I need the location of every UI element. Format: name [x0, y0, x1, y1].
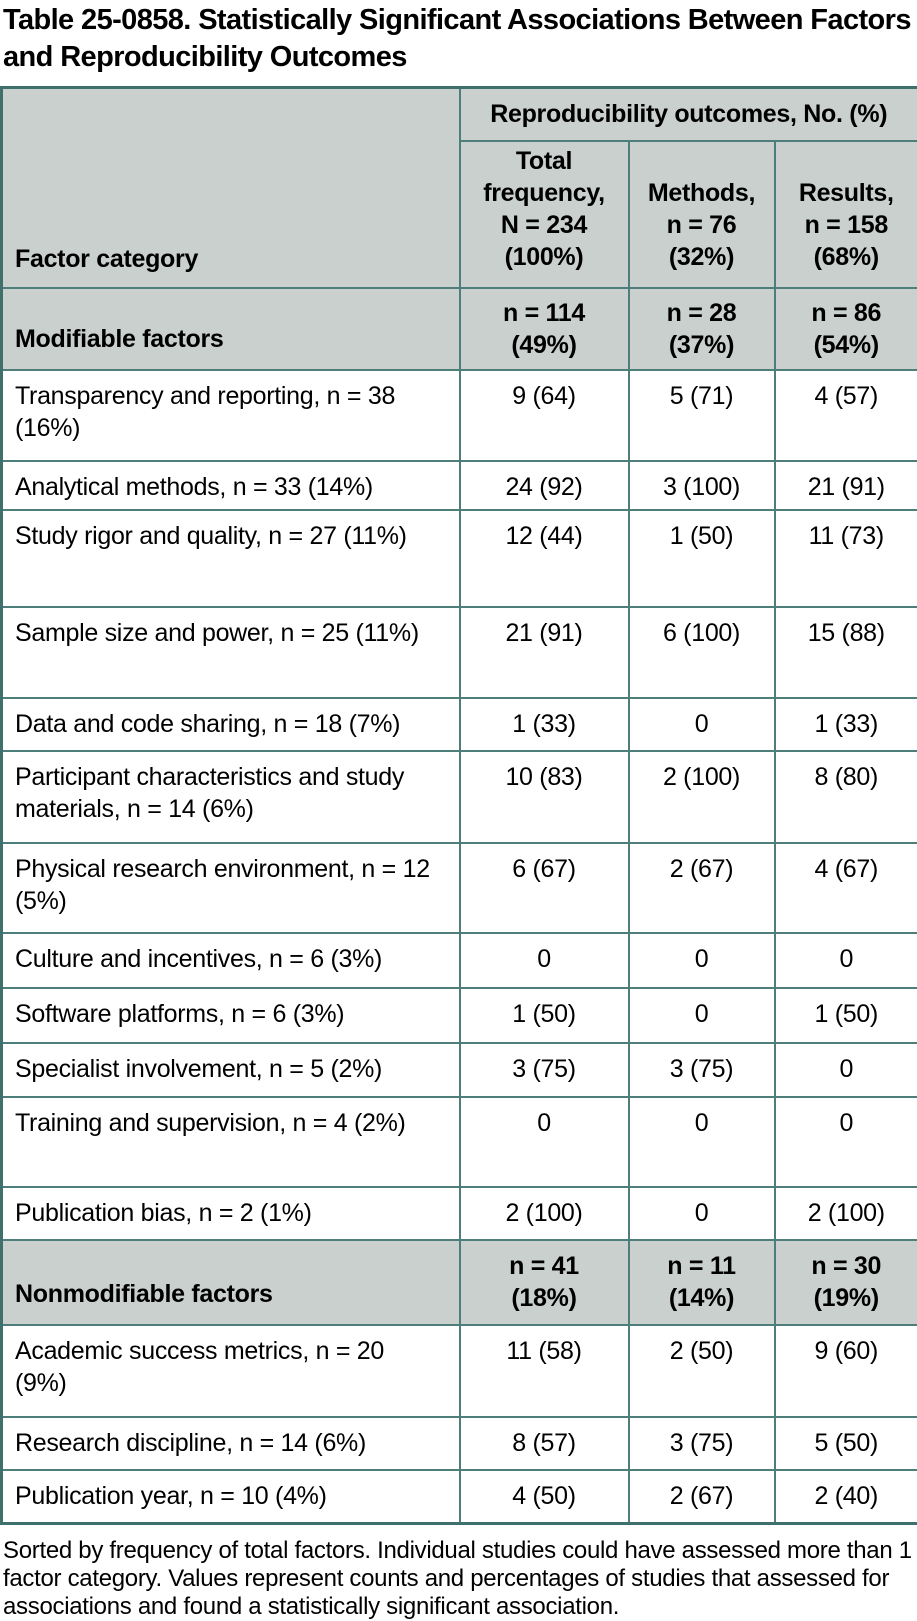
table-row-transparency-and-reporting: Transparency and reporting, n = 38 (16%)… — [2, 370, 917, 461]
section-value-methods: n = 28 (37%) — [629, 288, 775, 370]
row-value-methods: 1 (50) — [629, 510, 775, 607]
row-value-total: 3 (75) — [460, 1043, 629, 1097]
section-value-total: n = 114 (49%) — [460, 288, 629, 370]
table-row-publication-bias: Publication bias, n = 2 (1%) 2 (100) 0 2… — [2, 1187, 917, 1240]
row-label: Publication year, n = 10 (4%) — [2, 1470, 460, 1524]
table-row-training-and-supervision: Training and supervision, n = 4 (2%) 0 0… — [2, 1097, 917, 1187]
section-value-results: n = 86 (54%) — [775, 288, 917, 370]
row-value-total: 12 (44) — [460, 510, 629, 607]
row-value-results: 2 (40) — [775, 1470, 917, 1524]
row-label: Specialist involvement, n = 5 (2%) — [2, 1043, 460, 1097]
table-row-publication-year: Publication year, n = 10 (4%) 4 (50) 2 (… — [2, 1470, 917, 1524]
section-value-results: n = 30 (19%) — [775, 1240, 917, 1325]
row-value-total: 10 (83) — [460, 751, 629, 843]
table-row-research-discipline: Research discipline, n = 14 (6%) 8 (57) … — [2, 1417, 917, 1470]
row-value-results: 21 (91) — [775, 461, 917, 510]
row-value-results: 0 — [775, 1043, 917, 1097]
reproducibility-outcomes-spanner: Reproducibility outcomes, No. (%) — [460, 88, 917, 141]
row-value-total: 0 — [460, 933, 629, 988]
row-value-methods: 0 — [629, 1097, 775, 1187]
table-row-analytical-methods: Analytical methods, n = 33 (14%) 24 (92)… — [2, 461, 917, 510]
row-value-total: 24 (92) — [460, 461, 629, 510]
row-value-results: 15 (88) — [775, 607, 917, 698]
row-value-methods: 6 (100) — [629, 607, 775, 698]
col-header-results: Results, n = 158 (68%) — [775, 141, 917, 288]
row-value-total: 11 (58) — [460, 1325, 629, 1417]
row-value-results: 1 (33) — [775, 698, 917, 751]
row-value-results: 11 (73) — [775, 510, 917, 607]
row-value-total: 0 — [460, 1097, 629, 1187]
row-value-results: 0 — [775, 1097, 917, 1187]
row-value-total: 4 (50) — [460, 1470, 629, 1524]
row-value-results: 5 (50) — [775, 1417, 917, 1470]
col-header-total-frequency: Total frequency, N = 234 (100%) — [460, 141, 629, 288]
row-value-methods: 3 (75) — [629, 1043, 775, 1097]
row-value-results: 4 (67) — [775, 843, 917, 933]
row-label: Publication bias, n = 2 (1%) — [2, 1187, 460, 1240]
factor-category-header: Factor category — [2, 88, 460, 288]
row-value-total: 1 (50) — [460, 988, 629, 1043]
row-label: Physical research environment, n = 12 (5… — [2, 843, 460, 933]
spanner-header-row: Factor category Reproducibility outcomes… — [2, 88, 917, 141]
row-label: Participant characteristics and study ma… — [2, 751, 460, 843]
table-row-culture-and-incentives: Culture and incentives, n = 6 (3%) 0 0 0 — [2, 933, 917, 988]
section-value-total: n = 41 (18%) — [460, 1240, 629, 1325]
row-value-methods: 3 (100) — [629, 461, 775, 510]
row-value-methods: 0 — [629, 988, 775, 1043]
row-value-results: 4 (57) — [775, 370, 917, 461]
row-label: Culture and incentives, n = 6 (3%) — [2, 933, 460, 988]
row-label: Transparency and reporting, n = 38 (16%) — [2, 370, 460, 461]
row-label: Research discipline, n = 14 (6%) — [2, 1417, 460, 1470]
table-row-data-and-code-sharing: Data and code sharing, n = 18 (7%) 1 (33… — [2, 698, 917, 751]
table-row-study-rigor-and-quality: Study rigor and quality, n = 27 (11%) 12… — [2, 510, 917, 607]
section-label: Nonmodifiable factors — [2, 1240, 460, 1325]
table-row-sample-size-and-power: Sample size and power, n = 25 (11%) 21 (… — [2, 607, 917, 698]
row-label: Analytical methods, n = 33 (14%) — [2, 461, 460, 510]
row-label: Academic success metrics, n = 20 (9%) — [2, 1325, 460, 1417]
section-label: Modifiable factors — [2, 288, 460, 370]
row-value-total: 21 (91) — [460, 607, 629, 698]
row-value-total: 2 (100) — [460, 1187, 629, 1240]
row-value-methods: 2 (100) — [629, 751, 775, 843]
row-value-total: 1 (33) — [460, 698, 629, 751]
row-value-total: 8 (57) — [460, 1417, 629, 1470]
section-value-methods: n = 11 (14%) — [629, 1240, 775, 1325]
row-value-methods: 2 (67) — [629, 1470, 775, 1524]
table-title: Table 25-0858. Statistically Significant… — [3, 2, 913, 76]
row-value-methods: 2 (67) — [629, 843, 775, 933]
table-row-physical-research-environment: Physical research environment, n = 12 (5… — [2, 843, 917, 933]
row-value-results: 1 (50) — [775, 988, 917, 1043]
table-row-academic-success-metrics: Academic success metrics, n = 20 (9%) 11… — [2, 1325, 917, 1417]
row-value-results: 2 (100) — [775, 1187, 917, 1240]
associations-table: Factor category Reproducibility outcomes… — [0, 86, 917, 1525]
row-value-results: 9 (60) — [775, 1325, 917, 1417]
table-row-software-platforms: Software platforms, n = 6 (3%) 1 (50) 0 … — [2, 988, 917, 1043]
row-label: Data and code sharing, n = 18 (7%) — [2, 698, 460, 751]
table-row-specialist-involvement: Specialist involvement, n = 5 (2%) 3 (75… — [2, 1043, 917, 1097]
section-row-nonmodifiable-factors: Nonmodifiable factors n = 41 (18%) n = 1… — [2, 1240, 917, 1325]
row-value-methods: 2 (50) — [629, 1325, 775, 1417]
table-footnote: Sorted by frequency of total factors. In… — [3, 1537, 913, 1621]
row-value-results: 0 — [775, 933, 917, 988]
table-row-participant-characteristics: Participant characteristics and study ma… — [2, 751, 917, 843]
row-value-results: 8 (80) — [775, 751, 917, 843]
col-header-methods: Methods, n = 76 (32%) — [629, 141, 775, 288]
row-value-total: 9 (64) — [460, 370, 629, 461]
section-row-modifiable-factors: Modifiable factors n = 114 (49%) n = 28 … — [2, 288, 917, 370]
row-value-total: 6 (67) — [460, 843, 629, 933]
row-label: Software platforms, n = 6 (3%) — [2, 988, 460, 1043]
row-value-methods: 3 (75) — [629, 1417, 775, 1470]
row-label: Sample size and power, n = 25 (11%) — [2, 607, 460, 698]
row-value-methods: 0 — [629, 933, 775, 988]
row-value-methods: 0 — [629, 698, 775, 751]
row-value-methods: 0 — [629, 1187, 775, 1240]
row-value-methods: 5 (71) — [629, 370, 775, 461]
row-label: Study rigor and quality, n = 27 (11%) — [2, 510, 460, 607]
row-label: Training and supervision, n = 4 (2%) — [2, 1097, 460, 1187]
